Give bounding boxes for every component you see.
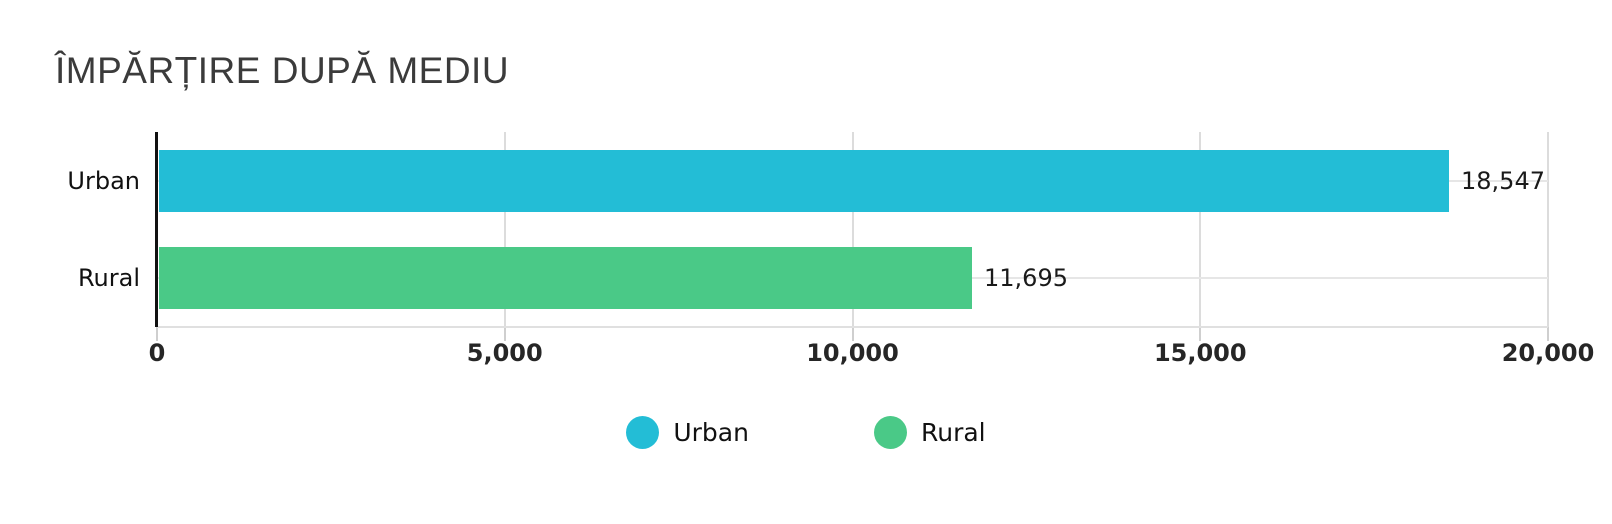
legend-item-rural[interactable]: Rural <box>873 416 986 449</box>
x-tick-label: 5,000 <box>466 339 543 367</box>
category-label: Urban <box>67 166 140 195</box>
v-gridline <box>503 132 506 327</box>
legend-item-urban[interactable]: Urban <box>626 416 749 449</box>
v-gridline <box>1547 132 1549 327</box>
legend-item-label: Rural <box>920 418 986 447</box>
category-label: Rural <box>77 264 140 293</box>
axis-tick <box>1199 327 1202 341</box>
axis-tick <box>851 327 854 341</box>
value-label: 18,547 <box>1461 166 1545 195</box>
x-tick-label: 15,000 <box>1153 339 1247 367</box>
axis-tick <box>1547 327 1549 341</box>
bar-rural[interactable] <box>159 247 972 310</box>
axis-tick <box>503 327 506 341</box>
v-gridline <box>851 132 854 327</box>
bar-urban[interactable] <box>159 149 1449 212</box>
legend-item-label: Urban <box>673 418 749 447</box>
x-tick-label: 20,000 <box>1501 339 1595 367</box>
x-tick-label: 0 <box>148 339 166 367</box>
legend: Urban Rural <box>0 416 1612 449</box>
x-axis-line <box>157 326 1548 328</box>
axis-tick <box>156 327 158 341</box>
chart-title: ÎMPĂRȚIRE DUPĂ MEDIU <box>55 50 510 91</box>
legend-swatch-circle <box>873 416 907 449</box>
y-axis-line <box>155 132 158 327</box>
legend-swatch-circle <box>626 416 660 449</box>
value-label: 11,695 <box>984 264 1068 293</box>
v-gridline <box>1199 132 1202 327</box>
x-tick-label: 10,000 <box>806 339 899 367</box>
